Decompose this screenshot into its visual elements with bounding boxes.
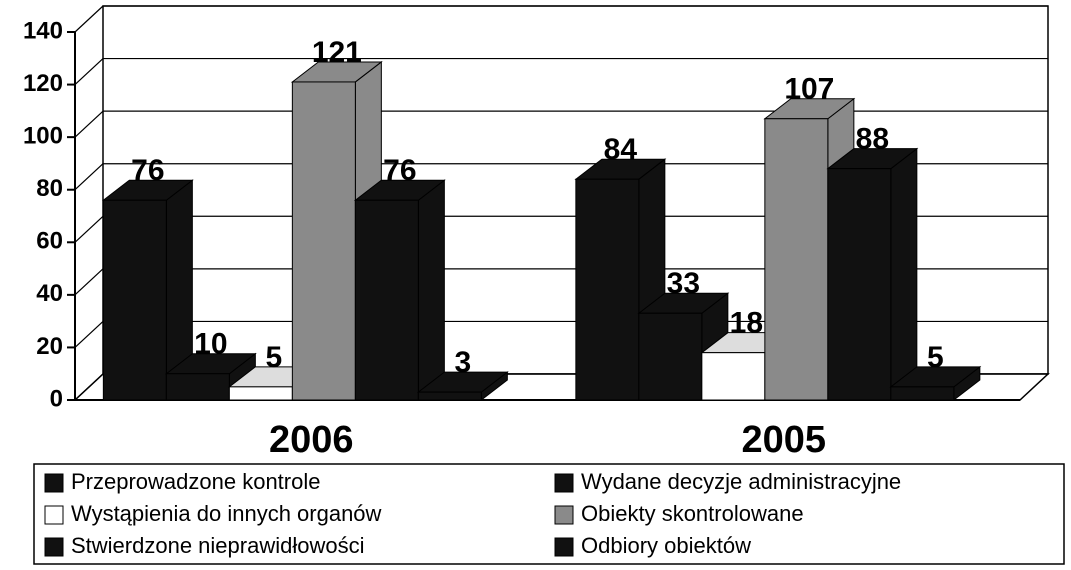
grid-line: [74, 268, 104, 296]
y-tick-label: 20: [36, 333, 63, 360]
bar: [228, 386, 293, 401]
data-label: 5: [927, 341, 944, 374]
legend-swatch: [44, 473, 64, 493]
legend-label: Wydane decyzje administracyjne: [581, 469, 901, 494]
legend-swatch: [554, 537, 574, 557]
y-tick-label: 40: [36, 280, 63, 307]
y-tick-label: 120: [23, 70, 63, 97]
bar: [165, 373, 230, 401]
y-tick-label: 80: [36, 175, 63, 202]
legend-swatch: [44, 505, 64, 525]
data-label: 10: [194, 328, 227, 361]
bar: [354, 199, 419, 401]
legend-label: Przeprowadzone kontrole: [71, 469, 320, 494]
bar: [827, 168, 892, 401]
legend-swatch: [554, 473, 574, 493]
bar: [764, 118, 829, 401]
legend-swatch: [554, 505, 574, 525]
data-label: 107: [784, 73, 834, 106]
bar: [890, 386, 955, 401]
grid-line: [74, 110, 104, 138]
legend-label: Obiekty skontrolowane: [581, 501, 804, 526]
data-label: 76: [131, 154, 164, 187]
data-label: 3: [455, 346, 472, 379]
bar-side: [890, 147, 918, 402]
bar: [102, 199, 167, 401]
bar: [291, 81, 356, 401]
legend-label: Stwierdzone nieprawidłowości: [71, 533, 364, 558]
data-label: 5: [266, 341, 283, 374]
legend-label: Odbiory obiektów: [581, 533, 751, 558]
grid-line: [74, 5, 104, 33]
legend-label: Wystąpienia do innych organów: [71, 501, 382, 526]
bar: [638, 312, 703, 401]
data-label: 84: [604, 133, 638, 166]
y-tick-label: 0: [50, 385, 63, 412]
x-tick-label: 2005: [741, 419, 826, 461]
legend-box: [33, 463, 1065, 565]
bar: [575, 178, 640, 401]
grid-line: [74, 373, 104, 401]
data-label: 18: [730, 307, 763, 340]
x-tick-label: 2006: [269, 419, 354, 461]
legend-swatch: [44, 537, 64, 557]
data-label: 88: [856, 123, 889, 156]
data-label: 121: [312, 36, 362, 69]
grid-line: [74, 215, 104, 243]
y-tick-label: 140: [23, 17, 63, 44]
grid-line: [74, 320, 104, 348]
bar: [417, 391, 482, 401]
y-tick-label: 60: [36, 228, 63, 255]
y-tick-label: 100: [23, 122, 63, 149]
bar-side: [417, 179, 445, 402]
grid-line: [74, 58, 104, 86]
data-label: 33: [667, 267, 700, 300]
bar: [701, 352, 766, 401]
grid-line: [74, 163, 104, 191]
data-label: 76: [383, 154, 416, 187]
